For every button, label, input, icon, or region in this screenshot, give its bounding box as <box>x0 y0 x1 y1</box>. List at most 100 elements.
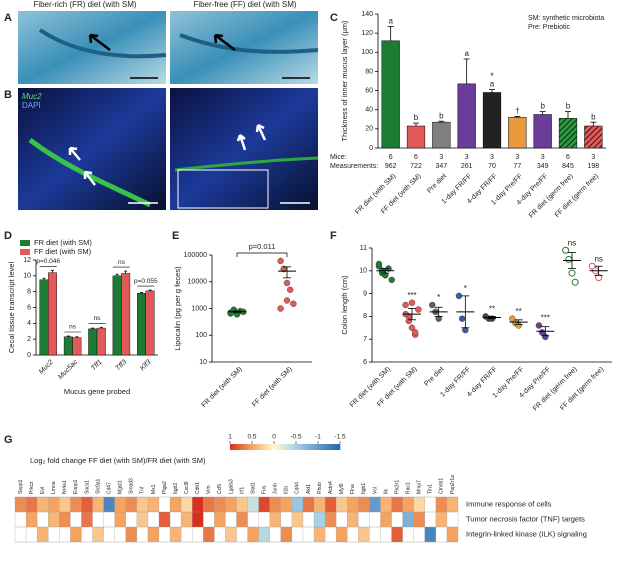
heatmap-cell <box>48 512 60 527</box>
bar <box>145 290 155 356</box>
data-point <box>283 279 291 287</box>
significance: *** <box>541 314 550 323</box>
y-tick-label: 4 <box>27 320 31 327</box>
heatmap-cell <box>214 512 226 527</box>
heatmap-cell <box>81 497 93 512</box>
x-axis-label: Mucus gene probed <box>64 387 130 396</box>
panel-letter: E <box>172 230 179 242</box>
y-tick-label: 6 <box>363 359 367 366</box>
bar <box>558 118 578 149</box>
colorbar-cell <box>242 444 246 450</box>
data-point <box>455 292 463 300</box>
significance: ** <box>516 307 522 316</box>
bar-annotation: b <box>414 113 419 122</box>
annotation: p=0.055 <box>134 278 158 285</box>
panel-letter: D <box>4 230 12 242</box>
tissue <box>28 137 152 208</box>
heatmap-cell <box>192 512 204 527</box>
data-point <box>562 246 570 254</box>
y-tick-label: 0 <box>27 352 31 359</box>
column-label: Ilk <box>383 489 389 495</box>
data-point <box>405 317 412 325</box>
y-tick-label: 140 <box>361 11 373 18</box>
heatmap-cell <box>92 497 104 512</box>
column-label: Ccl5 <box>217 484 223 494</box>
colorbar-cell <box>250 444 253 450</box>
y-tick-label: 100000 <box>184 252 207 259</box>
image-title: Fiber-free (FF) diet (with SM) <box>193 0 296 9</box>
colorbar-cell <box>257 444 261 450</box>
column-label: Socs1 <box>84 480 90 494</box>
mice-count: 6 <box>414 154 418 161</box>
bar <box>96 327 106 356</box>
heatmap-cell <box>280 527 292 542</box>
measurement-count: 77 <box>513 163 521 170</box>
column-label: Myl9 <box>339 483 345 494</box>
mice-count: 3 <box>541 154 545 161</box>
arrow <box>88 33 111 51</box>
colorbar-label: 0.5 <box>247 434 256 441</box>
heatmap-cell <box>59 497 71 512</box>
colorbar-cell <box>230 444 233 450</box>
tissue <box>179 33 319 54</box>
colorbar-cell <box>287 444 291 450</box>
column-label: Stat1 <box>250 482 256 494</box>
heatmap-cell <box>291 497 303 512</box>
colorbar-cell <box>237 444 241 450</box>
measurement-count: 962 <box>385 163 397 170</box>
y-tick-label: 0 <box>369 145 373 152</box>
heatmap-cell <box>26 512 38 527</box>
colorbar-cell <box>305 444 308 450</box>
data-point <box>565 255 573 263</box>
bar <box>137 293 146 356</box>
data-point <box>415 306 422 313</box>
arrow <box>68 146 96 186</box>
data-point <box>287 286 294 294</box>
heatmap-cell <box>336 527 348 542</box>
y-tick-label: 10 <box>199 359 207 366</box>
heatmap-cell <box>70 527 82 542</box>
data-point <box>283 297 291 304</box>
heatmap-cell <box>147 497 159 512</box>
x-tick-label: Muc5ac <box>57 358 80 381</box>
colorbar-cell <box>320 444 323 450</box>
column-label: Vcl <box>372 487 378 494</box>
bar <box>72 337 82 356</box>
heatmap-cell <box>336 497 348 512</box>
y-axis-label: Thickness of inner mucus layer (µm) <box>340 20 349 142</box>
heatmap-cell <box>81 512 93 527</box>
heatmap-cell <box>413 497 425 512</box>
colorbar-cell <box>265 444 268 450</box>
heatmap-cell <box>37 497 49 512</box>
measurement-count: 347 <box>435 163 447 170</box>
colorbar-cell <box>322 444 326 450</box>
colorbar-cell <box>235 444 238 450</box>
heatmap-cell <box>380 497 392 512</box>
heatmap-cell <box>214 497 226 512</box>
significance: ns <box>594 254 602 263</box>
significance: *** <box>407 291 416 300</box>
colorbar-cell <box>270 444 273 450</box>
y-tick-label: 12 <box>23 257 31 264</box>
y-tick-label: 11 <box>360 245 367 252</box>
column-label: Akt1 <box>306 484 312 494</box>
heatmap-cell <box>170 527 182 542</box>
heatmap-cell <box>236 512 248 527</box>
colorbar-cell <box>310 444 313 450</box>
bracket <box>236 252 288 257</box>
x-tick-label: FR diet (with SM) <box>201 366 244 409</box>
inset <box>177 169 269 209</box>
column-label: Prkcz <box>29 481 35 494</box>
bar-annotation: a <box>490 80 495 89</box>
heatmap-cell <box>269 497 281 512</box>
measurement-count: 845 <box>562 163 574 170</box>
stain-label: Muc2 <box>22 92 42 101</box>
y-tick-label: 1000 <box>191 305 207 312</box>
data-point <box>571 278 579 286</box>
heatmap-cell <box>26 497 38 512</box>
y-tick-label: 60 <box>365 87 373 94</box>
x-tick-label: Muc2 <box>38 359 55 376</box>
mice-count: 3 <box>515 154 519 161</box>
colorbar-cell <box>245 444 248 450</box>
y-tick-label: 6 <box>27 304 31 311</box>
